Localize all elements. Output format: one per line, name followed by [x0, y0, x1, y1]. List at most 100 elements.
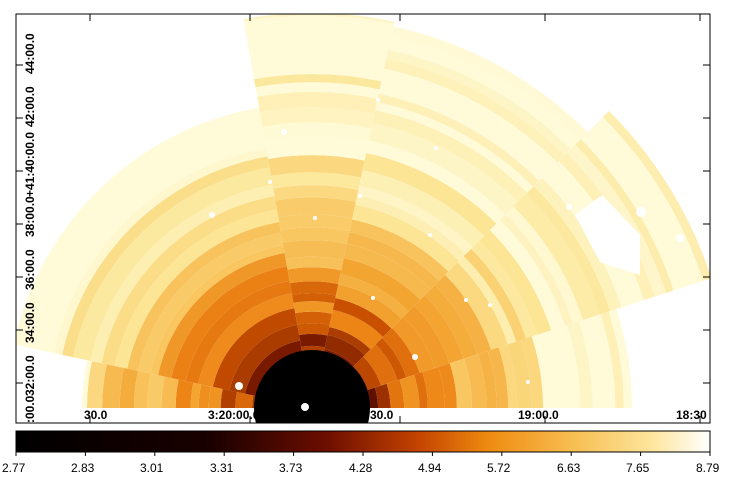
annulus-segment	[285, 256, 344, 271]
annulus-segment	[366, 140, 506, 224]
point-source	[268, 180, 272, 184]
point-source	[428, 233, 432, 237]
annulus-segment	[602, 111, 710, 281]
point-source	[301, 403, 309, 411]
annulus-segment	[449, 358, 472, 408]
annulus-segment	[500, 214, 573, 326]
annulus-segment	[542, 327, 572, 408]
colorbar-label-6: 4.94	[418, 461, 442, 475]
annulus-segment	[378, 84, 547, 181]
colorbar-label-9: 7.65	[626, 461, 650, 475]
colorbar-label-10: 8.79	[696, 461, 720, 475]
annulus-segment	[352, 204, 460, 272]
annulus-segment	[198, 384, 211, 408]
y-tick-label-2: 34:00.0	[23, 302, 37, 343]
annulus-segment	[271, 172, 362, 191]
annulus-segment	[580, 127, 689, 291]
annulus-segment	[375, 337, 407, 381]
annulus-segment	[368, 123, 518, 215]
point-source	[209, 212, 215, 218]
annulus-segment	[438, 363, 457, 408]
colorbar: 2.77 2.83 3.01 3.31 3.73 4.28 4.94 5.72 …	[2, 430, 720, 475]
annulus-segment	[158, 252, 288, 379]
annulus-segment	[357, 185, 473, 255]
colorbar-label-3: 3.31	[210, 461, 234, 475]
point-source	[587, 99, 599, 111]
map-plot-area	[16, 14, 710, 423]
annulus-segment	[559, 325, 581, 408]
annulus-segment	[251, 60, 385, 82]
colorbar-label-2: 3.01	[140, 461, 164, 475]
annulus-segment	[278, 214, 353, 232]
annulus-segment	[161, 376, 179, 408]
map-sectors	[16, 14, 710, 423]
annulus-segment	[386, 379, 405, 408]
annulus-segment	[526, 186, 611, 315]
annulus-segment	[86, 361, 107, 408]
y-axis-labels: :00.0 32:00.0 34:00.0 36:00.0 38:00.0 +4…	[23, 33, 37, 423]
annulus-segment	[434, 274, 492, 355]
annulus-segment	[293, 301, 335, 314]
annulus-segment	[375, 101, 534, 193]
colorbar-ticks	[15, 452, 711, 456]
annulus-segment	[498, 344, 518, 408]
point-source	[235, 382, 243, 390]
annulus-segment	[349, 219, 449, 281]
colorbar-label-1: 2.83	[71, 461, 95, 475]
colorbar-label-4: 3.73	[279, 461, 303, 475]
point-source	[488, 303, 492, 307]
point-source	[464, 298, 468, 302]
annulus-segment	[384, 58, 565, 163]
y-tick-label-partial: :00.0	[23, 395, 37, 423]
y-tick-label-4: 38:00.0	[23, 196, 37, 237]
annulus-segment	[259, 107, 375, 129]
annulus-segment	[266, 147, 367, 161]
colorbar-label-0: 2.77	[2, 461, 26, 475]
annulus-segment	[273, 185, 359, 202]
y-tick-label-6: 42:00.0	[23, 86, 37, 127]
annulus-segment	[548, 161, 644, 305]
annulus-segment	[244, 340, 303, 397]
data-gap	[575, 195, 640, 275]
annulus-segment	[353, 356, 382, 390]
annulus-segment	[362, 152, 497, 237]
x-tick-label-4: 19:00.0	[518, 408, 559, 422]
annulus-segment	[478, 350, 497, 408]
annulus-segment	[600, 311, 624, 408]
annulus-segment	[295, 311, 333, 326]
point-source	[636, 207, 646, 217]
annulus-segment	[212, 308, 298, 391]
annulus-segment	[392, 316, 436, 374]
annulus-segment	[329, 309, 383, 350]
point-source	[412, 354, 418, 360]
annulus-segment	[102, 364, 124, 408]
annulus-segment	[262, 122, 372, 143]
annulus-segment	[592, 117, 704, 286]
annulus-segment	[332, 297, 392, 338]
annulus-segment	[386, 49, 572, 156]
annulus-segment	[243, 15, 394, 42]
annulus-segment	[343, 243, 431, 300]
annulus-segment	[479, 230, 552, 335]
annulus-segment	[513, 193, 600, 320]
annulus-segment	[399, 374, 420, 408]
annulus-segment	[355, 195, 466, 261]
colorbar-gradient	[15, 430, 711, 453]
annulus-segment	[567, 321, 593, 408]
annulus-segment	[487, 347, 509, 408]
annulus-segment	[72, 167, 273, 361]
x-tick-label-1: 30.0	[84, 408, 108, 422]
annulus-segment	[463, 248, 527, 342]
annulus-segment	[403, 305, 450, 369]
point-source-holes	[209, 40, 684, 411]
y-tick-label-7: 44:00.0	[23, 33, 37, 74]
annulus-segment	[335, 284, 402, 329]
annulus-segment	[346, 232, 440, 290]
annulus-segment	[327, 326, 371, 356]
y-tick-label-5: +41:40:00.0	[23, 132, 37, 197]
annulus-segment	[198, 293, 295, 387]
annulus-segment	[377, 93, 540, 187]
point-source	[313, 216, 317, 220]
annulus-segment	[264, 136, 369, 153]
annulus-segment	[471, 240, 538, 339]
